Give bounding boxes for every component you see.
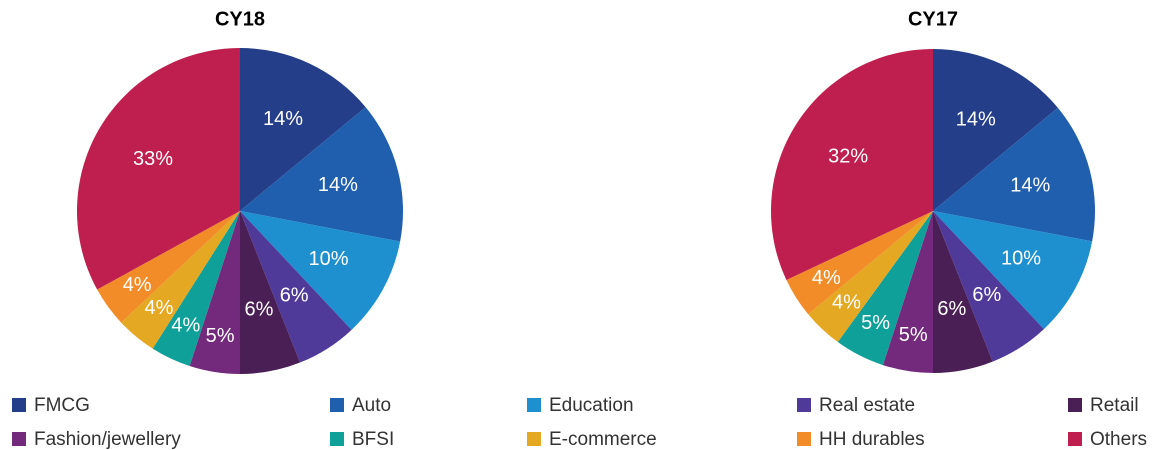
legend-swatch bbox=[797, 432, 811, 446]
value-label: 5% bbox=[206, 325, 235, 347]
legend-label: Fashion/jewellery bbox=[34, 429, 181, 450]
legend-swatch bbox=[1068, 432, 1082, 446]
pie-slice bbox=[933, 49, 1058, 211]
pie-slice bbox=[933, 211, 1044, 362]
pie-slice bbox=[121, 211, 240, 349]
value-label: 6% bbox=[937, 298, 966, 320]
value-label: 14% bbox=[318, 174, 358, 196]
value-label: 4% bbox=[171, 314, 200, 336]
legend-label: FMCG bbox=[34, 395, 90, 416]
pie-slice bbox=[933, 211, 993, 373]
value-label: 4% bbox=[812, 267, 841, 289]
pie-slice bbox=[837, 211, 933, 366]
value-label: 4% bbox=[145, 297, 174, 319]
value-label: 5% bbox=[861, 312, 890, 334]
value-label: 32% bbox=[828, 145, 868, 167]
pie-slice bbox=[770, 49, 933, 280]
value-label: 14% bbox=[1010, 174, 1050, 196]
legend-swatch bbox=[12, 398, 26, 412]
pie-slice bbox=[189, 211, 240, 374]
pie-slice bbox=[240, 211, 352, 363]
legend-swatch bbox=[527, 398, 541, 412]
legend-swatch bbox=[797, 398, 811, 412]
value-label: 4% bbox=[123, 274, 152, 296]
legend-swatch bbox=[1068, 398, 1082, 412]
pie-slice bbox=[77, 48, 240, 290]
pie-slice bbox=[240, 211, 301, 374]
value-label: 14% bbox=[263, 108, 303, 130]
value-label: 6% bbox=[280, 285, 309, 307]
pie-slice bbox=[882, 211, 933, 373]
pie-slice bbox=[240, 48, 366, 211]
value-label: 6% bbox=[972, 284, 1001, 306]
legend-label: BFSI bbox=[352, 429, 394, 450]
legend-swatch bbox=[527, 432, 541, 446]
pie-slice bbox=[933, 211, 1093, 330]
value-label: 4% bbox=[832, 291, 861, 313]
value-label: 10% bbox=[1001, 248, 1041, 270]
pie-slice bbox=[808, 211, 933, 343]
pie-slice bbox=[933, 107, 1095, 242]
legend-swatch bbox=[330, 432, 344, 446]
legend-label: Others bbox=[1090, 429, 1147, 450]
legend-label: Real estate bbox=[819, 395, 915, 416]
pie-slice bbox=[97, 211, 240, 323]
pie-slice bbox=[240, 107, 403, 242]
value-label: 14% bbox=[956, 108, 996, 130]
legend-label: Retail bbox=[1090, 395, 1139, 416]
legend-swatch bbox=[330, 398, 344, 412]
legend-swatch bbox=[12, 432, 26, 446]
chart-title: CY18 bbox=[215, 8, 265, 30]
legend-label: HH durables bbox=[819, 429, 925, 450]
chart-title: CY17 bbox=[908, 8, 958, 30]
legend-label: Auto bbox=[352, 395, 391, 416]
value-label: 10% bbox=[309, 248, 349, 270]
legend-label: Education bbox=[549, 395, 634, 416]
pie-slice bbox=[786, 211, 933, 315]
value-label: 5% bbox=[899, 324, 928, 346]
pie-slice bbox=[152, 211, 240, 367]
legend-label: E-commerce bbox=[549, 429, 657, 450]
value-label: 6% bbox=[244, 299, 273, 321]
value-label: 33% bbox=[133, 148, 173, 170]
pie-slice bbox=[240, 211, 401, 330]
